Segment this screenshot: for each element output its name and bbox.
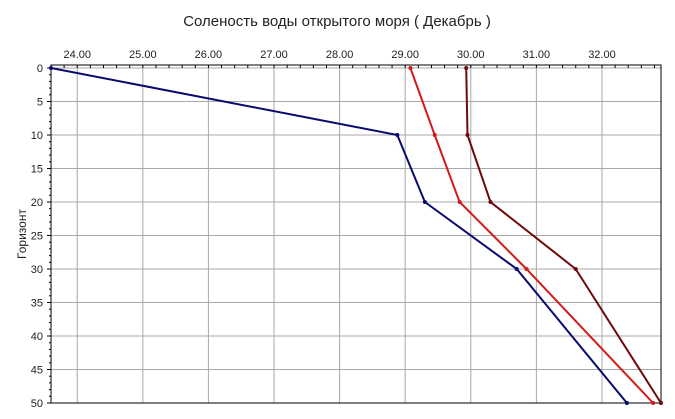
series-point-3 bbox=[464, 66, 469, 70]
series-point-2 bbox=[408, 66, 413, 70]
chart-title: Соленость воды открытого моря ( Декабрь … bbox=[183, 13, 491, 30]
y-tick-label: 45 bbox=[31, 365, 43, 377]
series-point-3 bbox=[465, 133, 470, 137]
y-axis-label: Горизонт bbox=[15, 209, 29, 259]
y-tick-label: 5 bbox=[37, 97, 43, 109]
y-tick-label: 10 bbox=[31, 130, 43, 142]
y-tick-label: 25 bbox=[31, 231, 43, 243]
x-tick-label: 31.00 bbox=[523, 49, 551, 61]
y-tick-label: 15 bbox=[31, 164, 43, 176]
y-tick-label: 0 bbox=[37, 63, 43, 75]
x-tick-label: 32.00 bbox=[588, 49, 616, 61]
series-point-1 bbox=[624, 401, 629, 405]
series-point-2 bbox=[432, 133, 437, 137]
series-point-1 bbox=[49, 66, 53, 70]
x-axis-ticks: 24.00 25.00 26.00 27.00 28.00 29.00 30.00 31.00… bbox=[50, 49, 655, 68]
plot-frame bbox=[50, 64, 662, 404]
series-point-3 bbox=[659, 401, 663, 405]
x-tick-label: 26.00 bbox=[195, 49, 223, 61]
series-point-1 bbox=[422, 200, 427, 204]
series-point-1 bbox=[395, 133, 400, 137]
x-tick-label: 30.00 bbox=[457, 49, 485, 61]
series-point-2 bbox=[457, 200, 462, 204]
x-tick-label: 25.00 bbox=[129, 49, 157, 61]
y-tick-label: 20 bbox=[31, 197, 43, 209]
series-point-3 bbox=[488, 200, 493, 204]
y-tick-label: 40 bbox=[31, 331, 43, 343]
series-point-1 bbox=[514, 267, 519, 271]
series-point-2 bbox=[524, 267, 529, 271]
x-tick-label: 27.00 bbox=[260, 49, 288, 61]
x-tick-label: 29.00 bbox=[391, 49, 419, 61]
data-series bbox=[49, 66, 663, 405]
series-point-3 bbox=[573, 267, 578, 271]
y-axis-ticks: 0 5 10 15 20 25 30 35 40 45 50 bbox=[31, 63, 51, 410]
y-tick-label: 30 bbox=[31, 264, 43, 276]
x-tick-label: 24.00 bbox=[63, 49, 91, 61]
series-point-2 bbox=[651, 401, 656, 405]
grid-lines bbox=[51, 65, 661, 404]
y-tick-label: 35 bbox=[31, 298, 43, 310]
x-tick-label: 28.00 bbox=[326, 49, 354, 61]
y-tick-label: 50 bbox=[31, 398, 43, 410]
